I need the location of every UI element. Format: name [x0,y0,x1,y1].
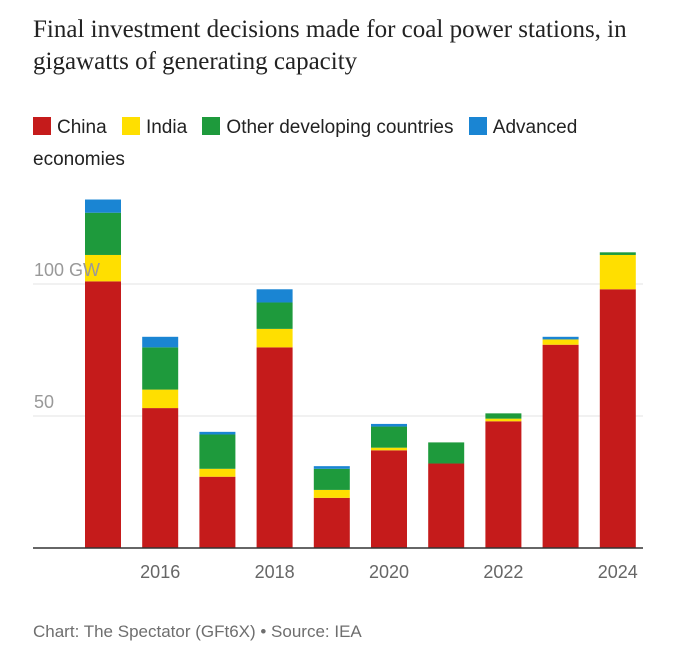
bar-2019-china [313,497,350,548]
bar-2018-china [256,347,293,548]
bar-2019-advanced-economies [313,466,350,469]
x-tick-label-2024: 2024 [598,562,638,582]
bar-2016-other-developing-countries [142,347,179,390]
x-tick-label-2022: 2022 [483,562,523,582]
bar-2016-advanced-economies [142,336,179,348]
bar-2019-india [313,489,350,498]
bar-2021-other-developing-countries [428,442,465,464]
bar-2022-india [485,418,522,422]
bar-2020-other-developing-countries [371,426,407,448]
bar-2020-india [371,447,407,451]
legend-item-other-developing: Other developing countries [202,117,454,138]
bar-2019-other-developing-countries [313,468,350,490]
bar-2022-china [485,421,522,548]
bar-2021-china [428,463,465,548]
legend-label-advanced-economies: Advanced economies [33,117,578,170]
bar-2024-india [599,254,636,290]
legend-item-india: India [121,117,188,138]
stacked-bar-chart: 50 100 GW 2016 2018 2020 2022 2024 [33,199,643,582]
legend-item-advanced-economies: Advanced economies [33,117,577,170]
source-note: Chart: The Spectator (GFt6X) • Source: I… [33,622,362,641]
bar-2018-advanced-economies [256,289,293,303]
chart-title: Final investment decisions made for coal… [33,16,627,75]
bar-2015-india [85,254,121,282]
legend-swatch-other-developing [202,117,221,135]
y-tick-label-100: 100 GW [34,260,100,280]
bar-2024-china [599,289,636,548]
bar-2020-china [371,450,407,548]
legend-item-china: China [33,117,107,138]
legend-swatch-china [33,117,51,135]
legend-swatch-india [121,117,140,135]
x-tick-label-2020: 2020 [369,562,409,582]
bar-2016-china [142,408,179,548]
bar-2015-other-developing-countries [85,212,121,255]
bar-2017-advanced-economies [199,431,236,435]
bar-2017-other-developing-countries [199,434,236,469]
bar-2018-india [256,328,293,348]
x-tick-label-2016: 2016 [140,562,180,582]
legend-label-india: India [145,117,188,138]
bar-2017-india [199,468,236,477]
bar-2016-india [142,389,179,409]
y-tick-label-50: 50 [34,392,54,412]
bar-2015-advanced-economies [85,199,121,213]
bar-2023-advanced-economies [542,336,579,340]
bar-2023-china [542,344,579,548]
legend-label-china: China [57,117,107,138]
legend-swatch-advanced-economies [468,117,487,135]
bar-2017-china [199,476,236,548]
bar-2024-other-developing-countries [599,252,636,255]
legend: China India Other developing countries A… [33,112,653,176]
bar-2018-other-developing-countries [256,302,293,329]
bar-2015-china [85,281,121,548]
legend-label-other-developing: Other developing countries [226,117,454,138]
x-tick-label-2018: 2018 [255,562,295,582]
bar-2023-india [542,339,579,345]
bar-2020-advanced-economies [371,423,407,427]
bar-2022-other-developing-countries [485,413,522,419]
